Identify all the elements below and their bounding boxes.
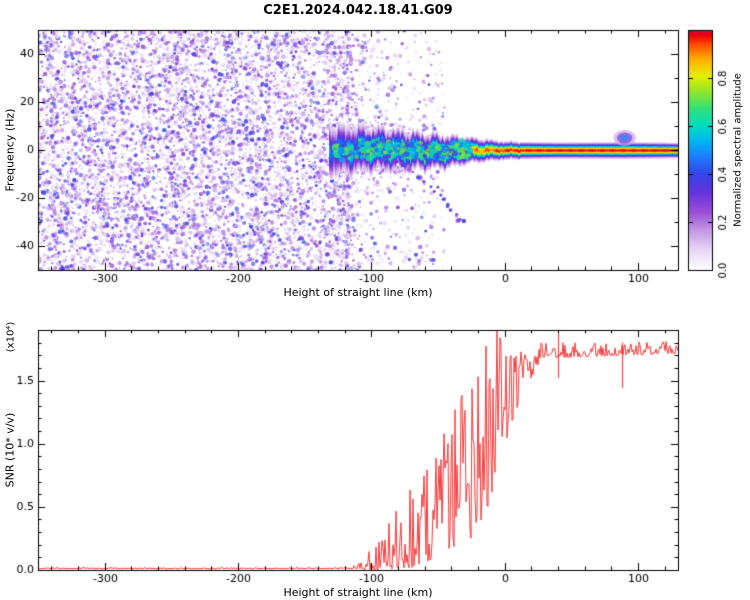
chart-title: C2E1.2024.042.18.41.G09	[263, 3, 453, 18]
snr-scale-exponent: (x10⁴)	[5, 321, 17, 353]
snr-xaxis-label: Height of straight line (km)	[283, 586, 433, 599]
spectrogram-yaxis-label: Frequency (Hz)	[3, 108, 17, 192]
spectrogram-xaxis-label: Height of straight line (km)	[283, 286, 433, 299]
colorbar-label: Normalized spectral amplitude	[732, 73, 744, 227]
snr-yaxis-label: SNR (10* v/v)	[3, 412, 17, 488]
